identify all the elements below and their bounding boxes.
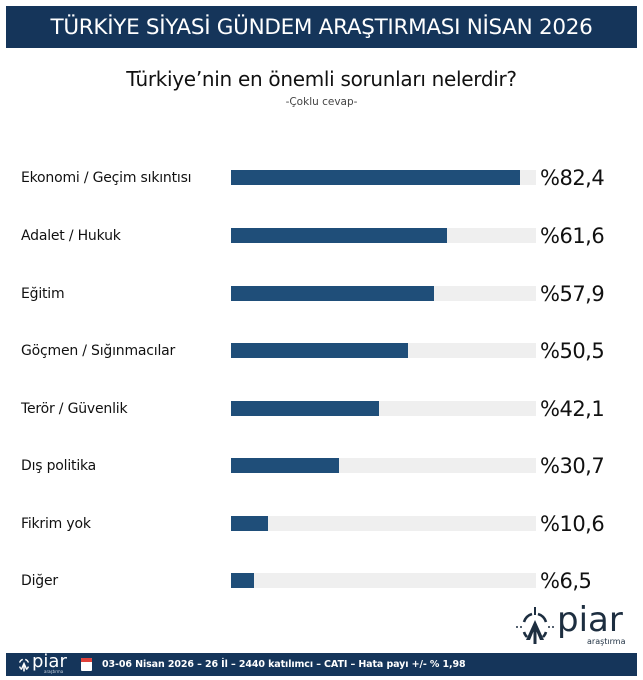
footer-logo-wordmark: piar: [32, 651, 67, 672]
row-value: %57,9: [540, 282, 605, 306]
piar-logo: piar araştırma: [515, 600, 637, 650]
header-banner: TÜRKİYE SİYASİ GÜNDEM ARAŞTIRMASI NİSAN …: [6, 6, 637, 48]
row-value: %82,4: [540, 166, 605, 190]
row-label: Ekonomi / Geçim sıkıntısı: [21, 170, 192, 186]
footer-logo: piar araştırma: [16, 651, 76, 676]
bar-track: [231, 286, 536, 301]
bar-fill: [231, 286, 434, 301]
chart-row: Adalet / Hukuk %61,6: [0, 221, 643, 251]
bar-fill: [231, 343, 408, 358]
bar-chart: Ekonomi / Geçim sıkıntısı %82,4 Adalet /…: [0, 163, 643, 596]
row-label: Göçmen / Sığınmacılar: [21, 343, 176, 359]
bar-track: [231, 228, 536, 243]
chart-row: Eğitim %57,9: [0, 279, 643, 309]
logo-wordmark: piar: [557, 600, 623, 640]
footer-logo-subtext: araştırma: [44, 669, 64, 674]
bar-fill: [231, 516, 268, 531]
chart-row: Terör / Güvenlik %42,1: [0, 394, 643, 424]
row-value: %6,5: [540, 569, 592, 593]
row-value: %42,1: [540, 397, 605, 421]
question-title: Türkiye’nin en önemli sorunları nelerdir…: [126, 67, 517, 91]
chart-row: Ekonomi / Geçim sıkıntısı %82,4: [0, 163, 643, 193]
chart-row: Fikrim yok %10,6: [0, 509, 643, 539]
bar-track: [231, 516, 536, 531]
row-label: Eğitim: [21, 286, 65, 302]
bar-track: [231, 458, 536, 473]
bar-fill: [231, 573, 254, 588]
row-value: %10,6: [540, 512, 605, 536]
row-value: %61,6: [540, 224, 605, 248]
chart-row: Diğer %6,5: [0, 566, 643, 596]
row-label: Terör / Güvenlik: [21, 401, 128, 417]
row-value: %50,5: [540, 339, 605, 363]
bar-track: [231, 573, 536, 588]
crosshair-arrow-icon: [18, 658, 30, 672]
bar-fill: [231, 458, 339, 473]
bar-track: [231, 170, 536, 185]
header-title: TÜRKİYE SİYASİ GÜNDEM ARAŞTIRMASI NİSAN …: [50, 14, 593, 40]
chart-row: Göçmen / Sığınmacılar %50,5: [0, 336, 643, 366]
bar-fill: [231, 401, 379, 416]
question-subtitle: -Çoklu cevap-: [285, 96, 358, 108]
calendar-icon: [81, 658, 92, 671]
row-label: Diğer: [21, 573, 58, 589]
row-label: Fikrim yok: [21, 516, 91, 532]
bar-track: [231, 401, 536, 416]
bar-track: [231, 343, 536, 358]
row-label: Adalet / Hukuk: [21, 228, 121, 244]
crosshair-arrow-icon: [516, 607, 554, 644]
chart-row: Dış politika %30,7: [0, 451, 643, 481]
logo-subtext: araştırma: [587, 637, 626, 646]
bar-fill: [231, 170, 520, 185]
row-value: %30,7: [540, 454, 605, 478]
row-label: Dış politika: [21, 458, 97, 474]
bar-fill: [231, 228, 447, 243]
footer-methodology-text: 03-06 Nisan 2026 – 26 İl – 2440 katılımc…: [102, 659, 466, 670]
footer-bar: piar araştırma 03-06 Nisan 2026 – 26 İl …: [6, 651, 637, 676]
